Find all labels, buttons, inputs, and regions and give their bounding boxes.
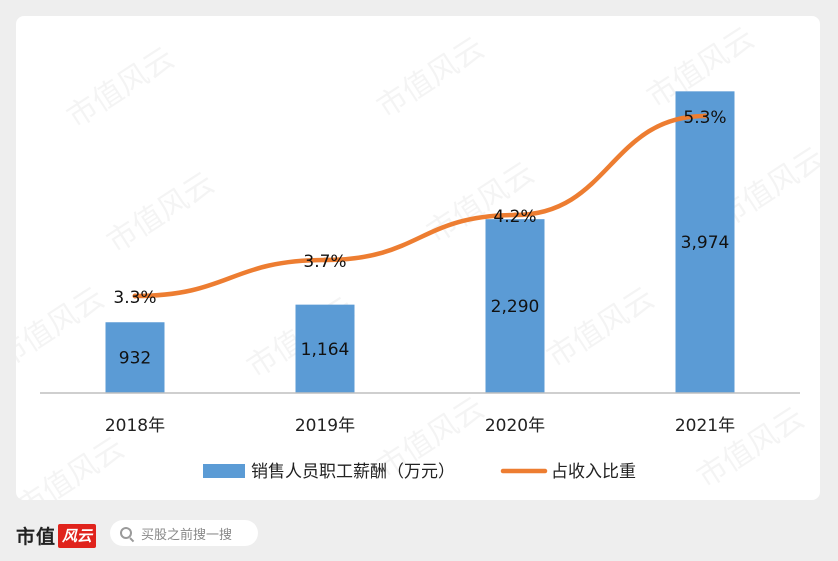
search-icon — [120, 527, 132, 539]
logo-main-text: 市值 — [16, 526, 57, 548]
bar-value-label: 2,290 — [491, 297, 540, 317]
bar-value-label: 932 — [119, 349, 151, 369]
line-point-2019年[interactable] — [322, 257, 328, 263]
watermark-text-1: 市值风云 — [371, 31, 491, 126]
line-point-2021年[interactable] — [702, 113, 708, 119]
bar-value-label: 3,974 — [681, 233, 730, 253]
line-point-2018年[interactable] — [132, 293, 138, 299]
x-tick-label: 2021年 — [675, 416, 735, 436]
bar-2019年[interactable] — [295, 304, 355, 393]
line-value-label: 4.2% — [493, 207, 536, 227]
legend-swatch-bar — [203, 464, 245, 478]
line-value-label: 5.3% — [683, 108, 726, 128]
search-placeholder: 买股之前搜一搜 — [141, 527, 233, 543]
watermark-text-0: 市值风云 — [61, 41, 181, 136]
x-tick-label: 2020年 — [485, 416, 545, 436]
chart-card: 市值风云 市值风云 市值风云 市值风云 市值风云 市值风云 市值风云 市值风云 市值风云 市值风云… — [16, 16, 820, 500]
watermark-text-6: 市值风云 — [16, 281, 111, 376]
bar-2021年[interactable] — [675, 91, 735, 393]
line-point-2020年[interactable] — [512, 212, 518, 218]
bar-2018年[interactable] — [105, 322, 165, 393]
bar-value-label: 1,164 — [301, 340, 350, 360]
watermark-text-9: 市值风云 — [16, 431, 131, 500]
brand-logo[interactable]: 市值 风云 — [16, 522, 97, 549]
bar-2020年[interactable] — [485, 219, 545, 393]
line-value-label: 3.3% — [113, 288, 156, 308]
line-series-ratio[interactable] — [132, 113, 708, 299]
legend-label-line: 占收入比重 — [551, 462, 636, 482]
watermark-text-11: 市值风云 — [691, 401, 811, 496]
x-tick-label: 2019年 — [295, 416, 355, 436]
watermark-text-8: 市值风云 — [541, 281, 661, 376]
line-value-label: 3.7% — [303, 252, 346, 272]
x-tick-label: 2018年 — [105, 416, 165, 436]
watermark-text-3: 市值风云 — [101, 166, 221, 261]
logo-accent-text: 风云 — [58, 523, 97, 548]
legend-label-bar: 销售人员职工薪酬（万元） — [251, 462, 455, 482]
search-box[interactable]: 买股之前搜一搜 — [110, 520, 258, 546]
footer-bar: 市值 风云 买股之前搜一搜 — [0, 500, 838, 561]
